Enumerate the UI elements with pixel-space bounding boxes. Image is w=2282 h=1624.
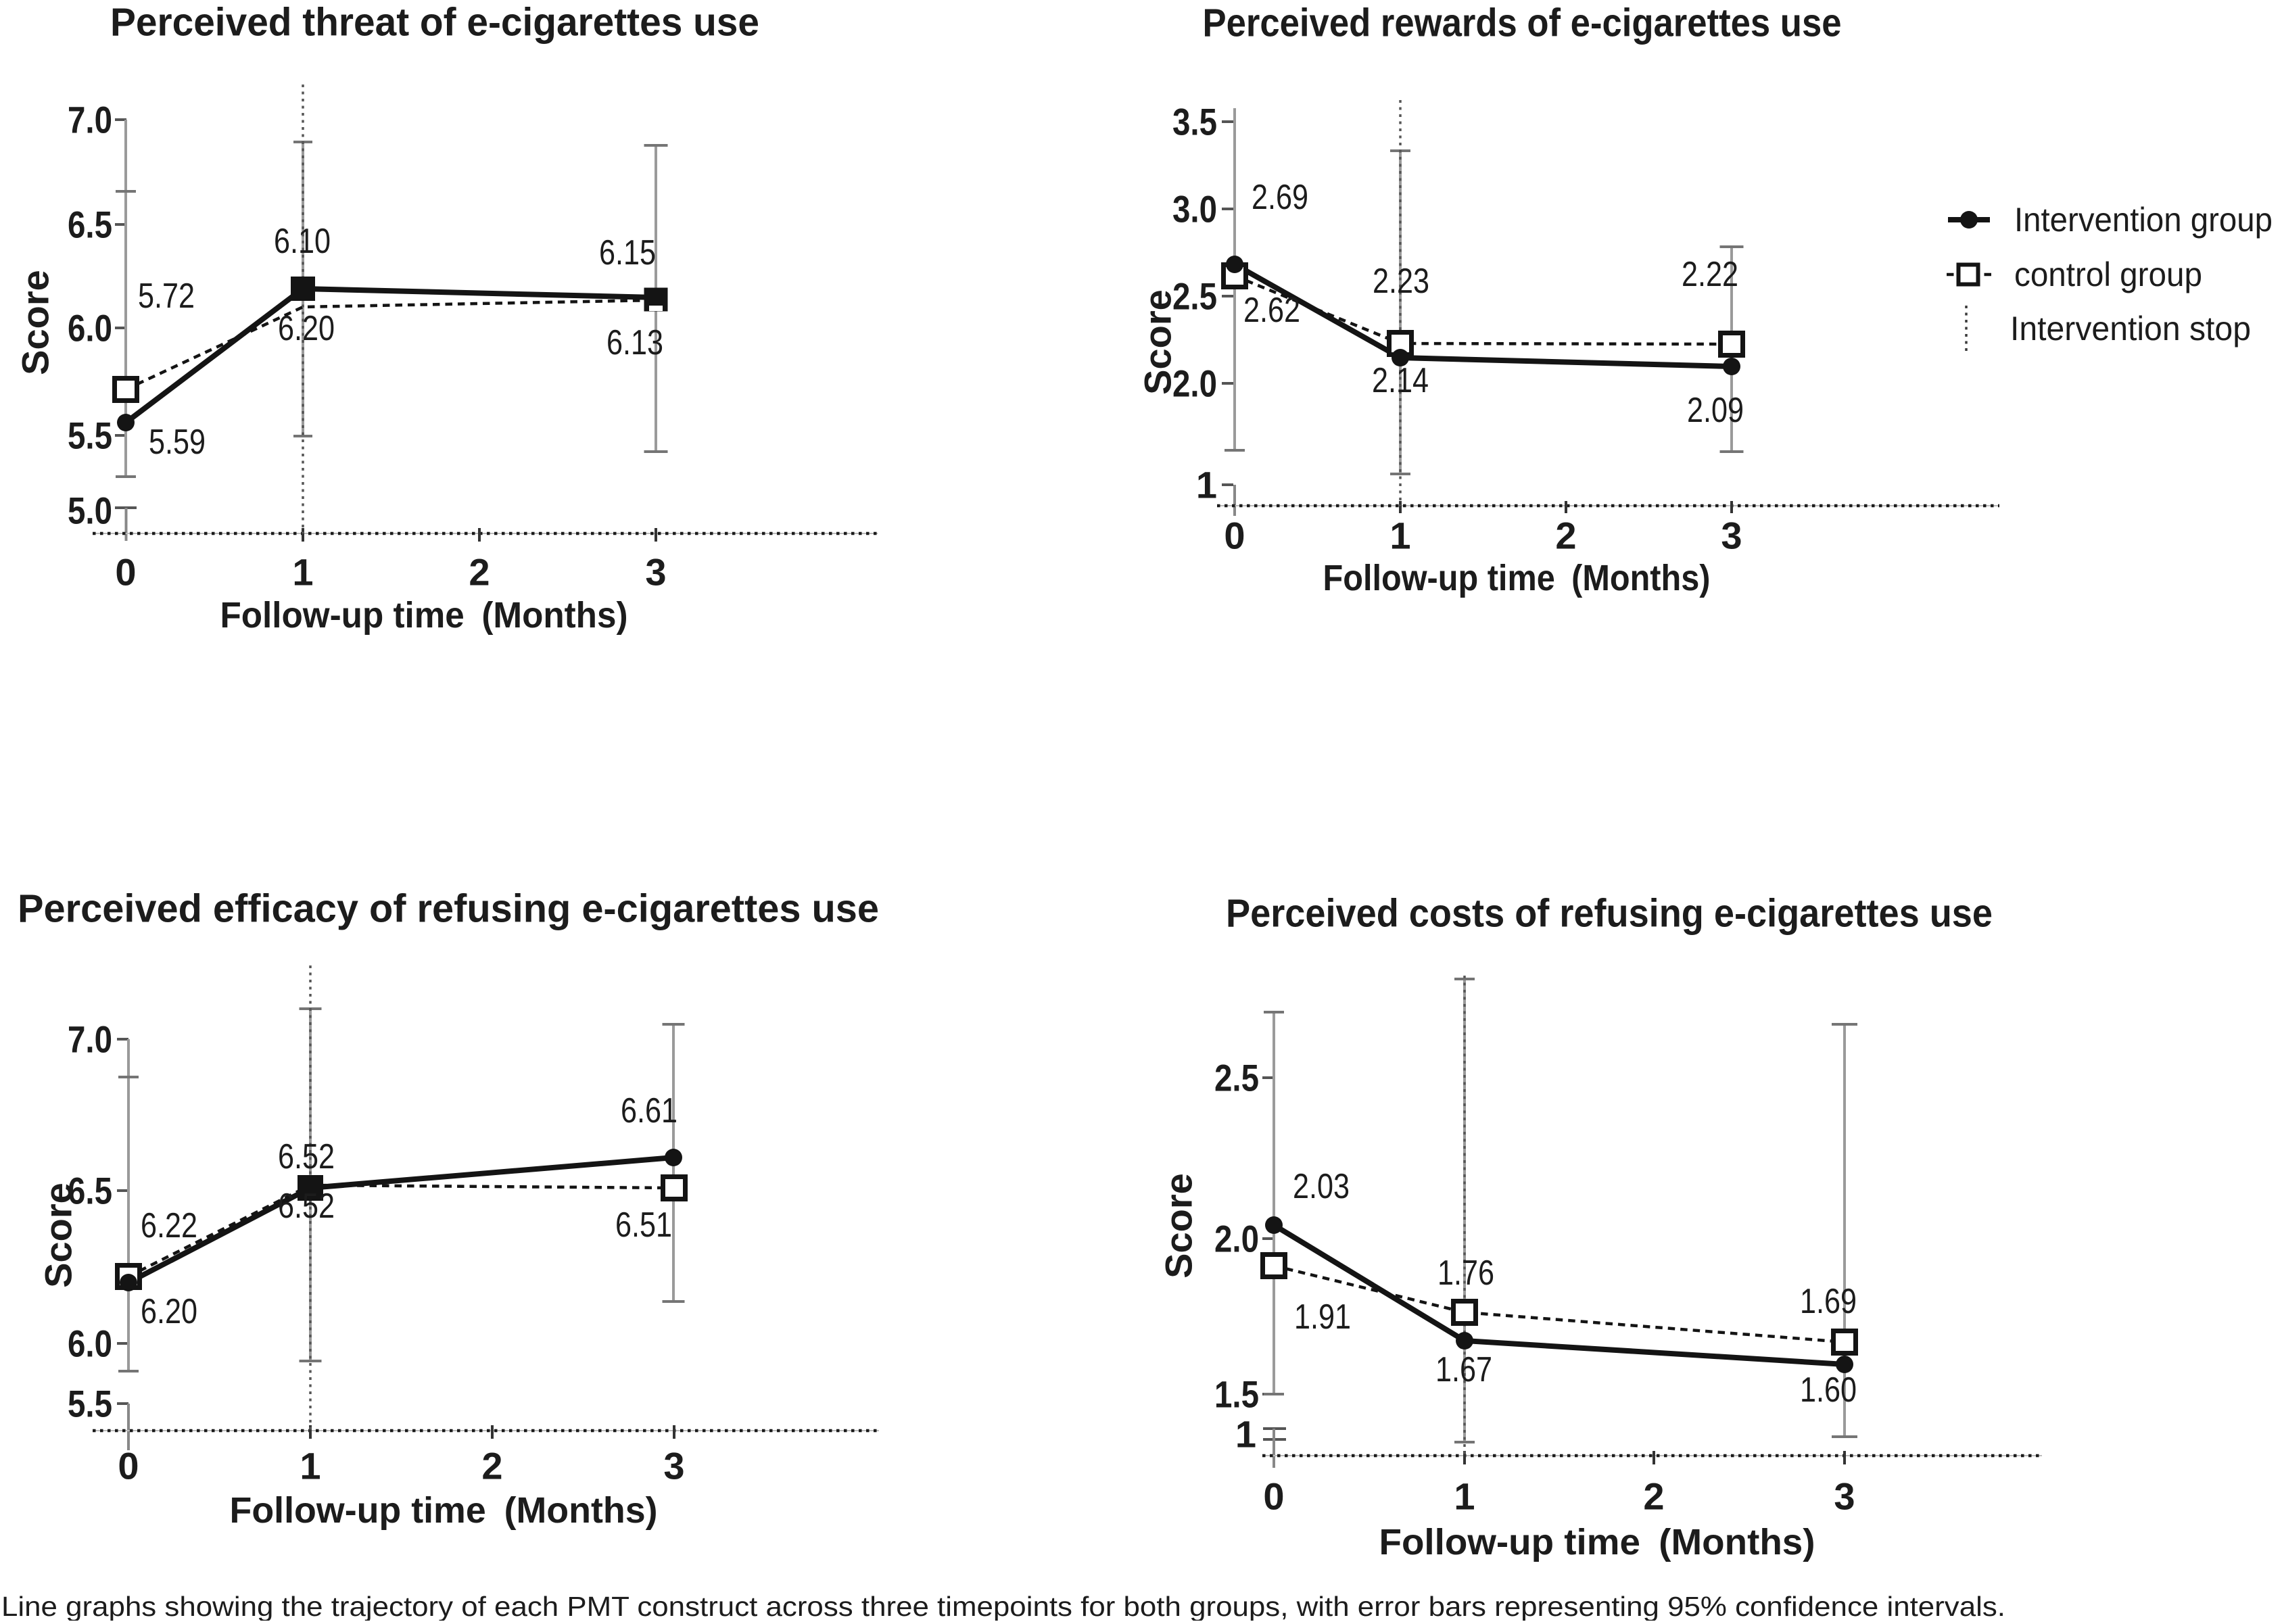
svg-text:1.76: 1.76 (1437, 1253, 1494, 1293)
svg-text:6.10: 6.10 (274, 222, 331, 261)
svg-text:Intervention group: Intervention group (2014, 201, 2273, 239)
svg-text:3: 3 (1721, 515, 1742, 557)
svg-text:Perceived costs of refusing e-: Perceived costs of refusing e-cigarettes… (1226, 892, 1993, 936)
svg-text:2: 2 (469, 551, 490, 594)
svg-text:2.0: 2.0 (1214, 1218, 1259, 1260)
svg-text:1: 1 (1196, 464, 1217, 506)
svg-text:Perceived rewards of e-cigaret: Perceived rewards of e-cigarettes use (1203, 1, 1842, 45)
svg-text:2.69: 2.69 (1252, 178, 1308, 217)
svg-text:6.5: 6.5 (68, 204, 112, 246)
svg-text:6.20: 6.20 (141, 1292, 197, 1331)
svg-text:Score: Score (14, 270, 57, 375)
svg-text:Intervention stop: Intervention stop (2010, 310, 2251, 348)
svg-text:2.22: 2.22 (1682, 255, 1738, 294)
svg-text:5.59: 5.59 (149, 423, 206, 462)
svg-text:0: 0 (115, 551, 136, 594)
svg-text:1: 1 (1389, 515, 1410, 557)
svg-text:Line graphs showing the trajec: Line graphs showing the trajectory of ea… (1, 1591, 2005, 1621)
svg-text:3: 3 (1834, 1475, 1855, 1518)
svg-text:6.61: 6.61 (621, 1091, 678, 1130)
svg-text:0: 0 (1224, 515, 1245, 557)
svg-text:control group: control group (2014, 256, 2202, 293)
svg-text:6.22: 6.22 (141, 1206, 197, 1245)
svg-text:1: 1 (300, 1445, 320, 1487)
svg-text:Score: Score (1158, 1173, 1200, 1279)
svg-text:2.5: 2.5 (1214, 1057, 1259, 1099)
svg-text:6.0: 6.0 (68, 307, 112, 350)
svg-text:1.69: 1.69 (1800, 1282, 1857, 1321)
svg-text:1.5: 1.5 (1214, 1373, 1259, 1416)
svg-text:7.0: 7.0 (68, 99, 112, 141)
svg-text:5.5: 5.5 (68, 414, 112, 457)
svg-text:3.0: 3.0 (1172, 188, 1217, 231)
svg-text:1.91: 1.91 (1294, 1297, 1351, 1337)
svg-text:2.0: 2.0 (1172, 362, 1217, 405)
svg-text:2: 2 (481, 1445, 502, 1487)
svg-text:Perceived efficacy of refusing: Perceived efficacy of refusing e-cigaret… (18, 887, 879, 931)
svg-text:3: 3 (645, 551, 666, 594)
svg-text:Follow-up time (Months): Follow-up time (Months) (230, 1490, 658, 1531)
svg-text:2: 2 (1555, 515, 1576, 557)
svg-text:6.52: 6.52 (278, 1137, 335, 1176)
svg-text:6.13: 6.13 (607, 323, 663, 362)
svg-text:2.5: 2.5 (1172, 275, 1217, 318)
svg-text:1.67: 1.67 (1435, 1350, 1492, 1389)
svg-text:2.03: 2.03 (1293, 1167, 1350, 1206)
svg-text:Follow-up time (Months): Follow-up time (Months) (1323, 558, 1711, 598)
svg-text:Score: Score (37, 1183, 80, 1288)
svg-text:Follow-up time (Months): Follow-up time (Months) (1379, 1522, 1815, 1562)
svg-text:Perceived threat of e-cigarett: Perceived threat of e-cigarettes use (110, 1, 759, 45)
svg-text:3: 3 (663, 1445, 684, 1487)
svg-text:6.5: 6.5 (68, 1170, 112, 1212)
svg-text:0: 0 (118, 1445, 139, 1487)
svg-text:7.0: 7.0 (68, 1018, 112, 1061)
svg-text:1: 1 (292, 551, 313, 594)
svg-text:2.62: 2.62 (1243, 291, 1300, 330)
svg-text:1: 1 (1235, 1413, 1256, 1456)
svg-text:6.20: 6.20 (278, 309, 335, 348)
svg-text:5.72: 5.72 (138, 277, 195, 316)
svg-text:2.09: 2.09 (1687, 391, 1744, 430)
svg-text:6.15: 6.15 (599, 233, 656, 272)
svg-text:1: 1 (1454, 1475, 1475, 1518)
svg-text:6.51: 6.51 (615, 1205, 672, 1245)
svg-text:2: 2 (1643, 1475, 1664, 1518)
svg-text:0: 0 (1263, 1475, 1284, 1518)
svg-text:5.5: 5.5 (68, 1383, 112, 1425)
svg-text:2.23: 2.23 (1373, 262, 1429, 301)
svg-text:5.0: 5.0 (68, 489, 112, 532)
svg-text:Score: Score (1137, 289, 1179, 395)
svg-text:Follow-up time (Months): Follow-up time (Months) (220, 595, 628, 636)
svg-text:6.0: 6.0 (68, 1322, 112, 1365)
svg-text:6.52: 6.52 (278, 1187, 335, 1226)
svg-text:2.14: 2.14 (1372, 361, 1429, 400)
svg-text:3.5: 3.5 (1172, 101, 1217, 143)
svg-text:1.60: 1.60 (1800, 1370, 1857, 1410)
